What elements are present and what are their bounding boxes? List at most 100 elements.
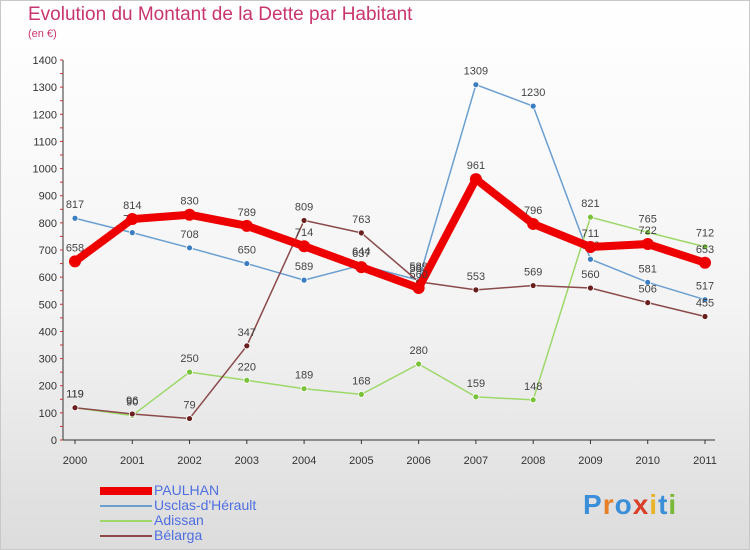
data-point-usclas-d-h-rault (701, 296, 709, 304)
data-point-paulhan (699, 256, 711, 269)
x-tick-label: 2004 (292, 455, 316, 467)
data-point-adissan (357, 390, 365, 398)
legend-label: Bélarga (154, 527, 203, 543)
data-label-paulhan: 814 (123, 200, 141, 212)
data-point-adissan (415, 360, 423, 368)
data-label-paulhan: 830 (180, 196, 198, 208)
data-point-paulhan (183, 208, 196, 221)
data-label-paulhan: 653 (696, 244, 714, 256)
y-tick-label: 500 (39, 299, 57, 311)
y-tick-label: 600 (39, 272, 57, 284)
data-point-b-larga (71, 404, 79, 412)
data-label-adissan: 821 (581, 198, 599, 210)
data-point-paulhan (355, 261, 368, 274)
data-point-usclas-d-h-rault (300, 276, 308, 284)
legend-label: Adissan (154, 512, 204, 528)
data-label-b-larga: 553 (467, 271, 485, 283)
data-label-usclas-d-h-rault: 708 (180, 229, 198, 241)
data-label-b-larga: 809 (295, 201, 313, 213)
data-point-usclas-d-h-rault (472, 81, 480, 89)
chart-title: Evolution du Montant de la Dette par Hab… (28, 4, 413, 25)
data-point-usclas-d-h-rault (644, 278, 652, 286)
data-label-usclas-d-h-rault: 1309 (464, 66, 488, 78)
data-label-adissan: 280 (409, 345, 427, 357)
data-point-usclas-d-h-rault (128, 229, 136, 237)
data-point-adissan (300, 385, 308, 393)
data-label-paulhan: 714 (295, 227, 313, 239)
x-tick-label: 2011 (693, 455, 717, 467)
x-tick-label: 2006 (406, 455, 430, 467)
data-point-b-larga (300, 217, 308, 224)
data-point-b-larga (529, 282, 537, 289)
series-line-adissan (74, 216, 706, 417)
data-point-paulhan (584, 241, 597, 254)
data-point-adissan (472, 393, 480, 401)
y-tick-label: 200 (39, 381, 57, 393)
y-tick-label: 1100 (33, 136, 57, 148)
data-point-usclas-d-h-rault (529, 102, 537, 110)
legend-swatch (100, 520, 152, 522)
data-label-usclas-d-h-rault: 589 (295, 261, 313, 273)
data-point-paulhan (298, 240, 311, 253)
data-point-usclas-d-h-rault (587, 255, 594, 263)
y-tick-label: 800 (39, 218, 57, 230)
data-point-b-larga (587, 284, 594, 292)
data-label-usclas-d-h-rault: 517 (696, 281, 714, 293)
data-point-b-larga (472, 286, 480, 294)
data-point-b-larga (357, 229, 365, 237)
data-label-b-larga: 569 (524, 267, 542, 279)
y-tick-label: 700 (39, 245, 57, 257)
data-label-usclas-d-h-rault: 581 (639, 263, 657, 275)
data-point-paulhan (641, 238, 654, 251)
data-label-paulhan: 796 (524, 205, 542, 217)
unit-label: (en €) (28, 28, 57, 40)
x-tick-label: 2008 (521, 455, 545, 467)
data-point-paulhan (412, 282, 425, 294)
data-point-adissan (587, 213, 594, 221)
x-tick-label: 2007 (464, 455, 488, 467)
data-label-b-larga: 763 (352, 214, 370, 226)
y-tick-label: 100 (39, 408, 57, 420)
y-tick-label: 0 (51, 435, 57, 447)
x-tick-label: 2001 (120, 455, 144, 467)
data-point-b-larga (243, 342, 251, 350)
proxiti-logo: Proxiti (583, 489, 677, 521)
legend-label: PAULHAN (154, 482, 220, 498)
logo-letter: i (649, 489, 659, 520)
logo-letter: t (658, 489, 669, 520)
data-label-b-larga: 560 (581, 269, 599, 281)
logo-letter: o (614, 489, 633, 520)
x-tick-label: 2005 (349, 455, 373, 467)
data-point-usclas-d-h-rault (186, 244, 193, 252)
y-tick-label: 1200 (33, 109, 57, 121)
x-tick-label: 2010 (635, 455, 659, 467)
data-point-adissan (644, 228, 652, 236)
data-point-paulhan (69, 255, 81, 268)
data-label-adissan: 168 (352, 375, 370, 387)
data-label-adissan: 250 (180, 353, 198, 365)
data-label-adissan: 119 (66, 389, 84, 401)
data-label-usclas-d-h-rault: 1230 (521, 87, 545, 99)
y-tick-label: 1400 (33, 55, 57, 67)
y-tick-label: 1300 (33, 82, 57, 94)
data-point-b-larga (186, 415, 193, 422)
data-label-adissan: 712 (696, 228, 714, 240)
logo-letter: i (668, 489, 678, 520)
x-tick-label: 2002 (177, 455, 201, 467)
data-label-usclas-d-h-rault: 650 (238, 245, 256, 257)
y-tick-label: 1000 (33, 164, 57, 176)
data-label-b-larga: 455 (696, 298, 714, 310)
series-line-b-larga (74, 219, 706, 420)
legend-swatch (100, 487, 152, 495)
data-point-adissan (701, 243, 709, 251)
data-label-paulhan: 560 (409, 269, 427, 281)
data-label-b-larga: 506 (639, 284, 657, 296)
data-point-paulhan (527, 217, 540, 230)
data-point-b-larga (128, 410, 136, 418)
y-tick-label: 900 (39, 191, 57, 203)
data-label-paulhan: 789 (238, 207, 256, 219)
logo-letter: P (583, 489, 603, 520)
y-tick-label: 300 (39, 354, 57, 366)
data-point-usclas-d-h-rault (243, 260, 251, 267)
